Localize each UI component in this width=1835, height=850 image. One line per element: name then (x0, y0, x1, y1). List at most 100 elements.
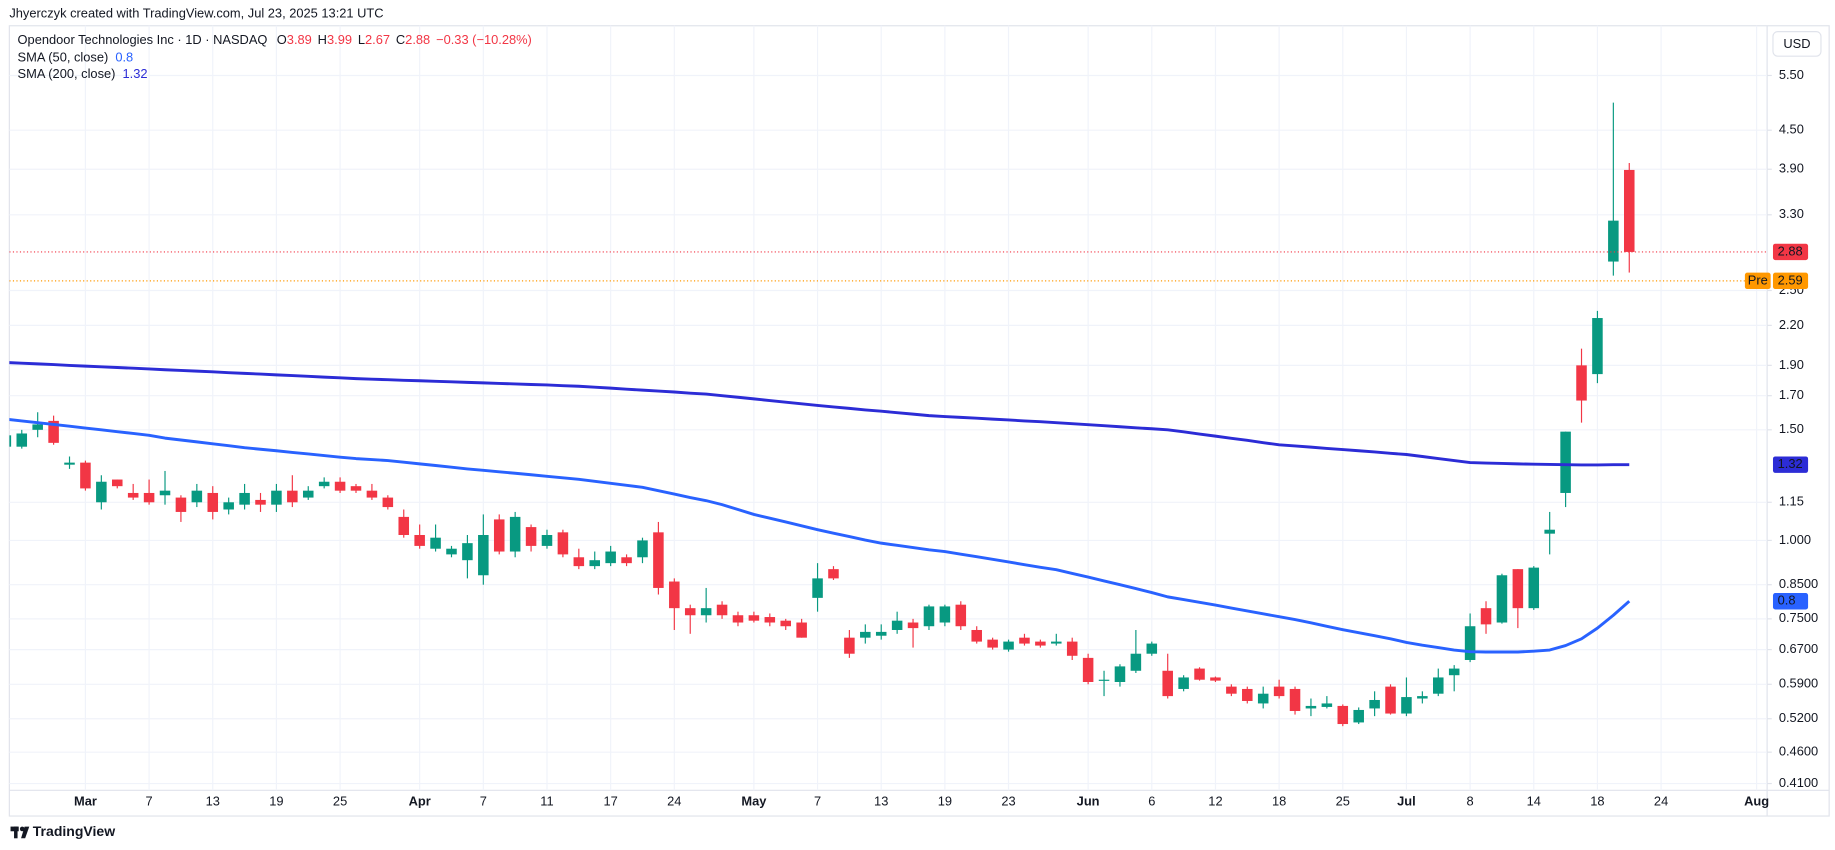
candle-body (1512, 569, 1524, 609)
candle-body (700, 608, 712, 616)
candle-body (9, 435, 12, 447)
candle-body (350, 486, 362, 491)
candle-body (812, 578, 823, 598)
candle-body (80, 462, 91, 489)
candle-body (64, 462, 75, 465)
x-tick-label: 12 (1208, 793, 1222, 808)
legend-name: SMA (50, close) (18, 50, 109, 65)
x-tick-label: 8 (1467, 793, 1474, 808)
candle-body (748, 615, 760, 621)
candle-body (875, 631, 887, 636)
candle-body (478, 534, 489, 576)
candle-body (780, 620, 791, 627)
candle-body (191, 490, 203, 503)
candle-body (1130, 653, 1142, 671)
candle-body (525, 527, 537, 546)
candle-body (318, 481, 330, 487)
legend-value: 0.8 (115, 50, 133, 65)
candle-body (1433, 677, 1444, 694)
candle-body (1305, 705, 1317, 709)
logo-dot (19, 826, 25, 832)
candle-body (541, 534, 553, 546)
candle-body (1496, 575, 1508, 623)
candle-body (1146, 643, 1158, 654)
candle-body (1528, 567, 1540, 609)
x-tick-label: Aug (1744, 793, 1769, 808)
sma-badge (1772, 593, 1809, 610)
candle-body (48, 420, 59, 443)
x-tick-label: 7 (480, 793, 487, 808)
candle-body (287, 490, 298, 503)
candle-body (669, 581, 680, 609)
candle-body (1480, 608, 1492, 625)
ohlc-value: 3.99 (327, 32, 352, 47)
candle-body (653, 532, 664, 588)
candle-body (637, 540, 648, 558)
candle-body (1178, 677, 1189, 689)
grid (9, 25, 1768, 791)
candle-body (1210, 677, 1221, 681)
candle-body (398, 516, 410, 535)
candle-body (589, 560, 601, 567)
candle-body (382, 497, 394, 508)
logo-wedge (21, 826, 30, 839)
candle-body (1226, 686, 1237, 694)
axes: 5.504.503.903.302.502.201.901.701.501.15… (74, 67, 1818, 809)
currency-label[interactable]: USD (1783, 36, 1810, 51)
x-tick-label: 13 (206, 793, 220, 808)
x-tick-label: Jun (1077, 793, 1100, 808)
legend-main: Opendoor Technologies Inc · 1D · NASDAQ O… (18, 32, 532, 47)
x-tick-label: 14 (1527, 793, 1541, 808)
x-tick-label: 24 (1654, 793, 1668, 808)
candle-body (255, 499, 266, 505)
candle-body (175, 497, 187, 512)
candle-body (1464, 626, 1476, 660)
candle-body (1608, 220, 1619, 262)
brand-name: TradingView (33, 823, 115, 839)
candle-body (907, 622, 919, 629)
candle-body (1194, 668, 1205, 680)
y-tick-label: 1.50 (1779, 421, 1804, 436)
candle-body (684, 608, 696, 616)
candle-body (987, 639, 998, 648)
candle-body (1051, 641, 1062, 644)
candle-body (1576, 365, 1587, 401)
sma-line (9, 361, 1630, 467)
brand-logo: TradingView (10, 823, 115, 839)
candle-body (1066, 641, 1078, 656)
candle-body (1003, 641, 1014, 650)
y-tick-label: 1.15 (1779, 494, 1804, 509)
candle-body (127, 492, 139, 498)
x-tick-label: 7 (146, 793, 153, 808)
candle-body (573, 557, 585, 567)
candle-body (111, 479, 123, 487)
candle-body (971, 629, 982, 642)
candle-body (1369, 699, 1380, 709)
session-badge (1744, 272, 1771, 290)
currency-box[interactable] (1772, 31, 1822, 57)
candle-body (1098, 679, 1110, 681)
candle-body (1289, 688, 1301, 711)
candle-body (239, 492, 250, 505)
candle-body (1035, 641, 1046, 646)
candle-body (207, 492, 219, 512)
candle-body (1417, 696, 1428, 699)
sma-badge-label: 1.32 (1778, 456, 1803, 471)
candle-body (605, 551, 616, 564)
candle-body (860, 631, 871, 638)
session-badge-label: Pre (1748, 272, 1768, 287)
candle-body (1337, 705, 1349, 725)
candle-body (796, 622, 807, 638)
ohlc-label: O (277, 32, 287, 47)
currency-button[interactable]: USD (1772, 31, 1822, 57)
logo-stem (14, 826, 18, 839)
x-tick-label: 17 (603, 793, 617, 808)
candle-body (1353, 709, 1364, 723)
candle-body (1257, 693, 1269, 704)
legend-value: 1.32 (122, 66, 147, 81)
x-tick-label: 7 (814, 793, 821, 808)
candle-body (271, 490, 282, 505)
candle-body (366, 490, 378, 498)
